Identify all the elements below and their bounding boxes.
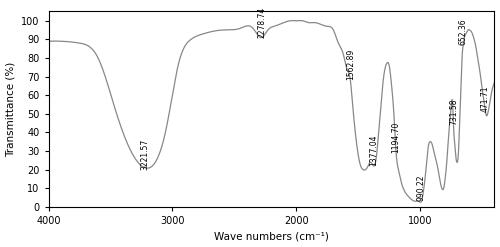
- Text: 731.58: 731.58: [449, 99, 458, 125]
- Text: 3221.57: 3221.57: [140, 138, 149, 170]
- X-axis label: Wave numbers (cm⁻¹): Wave numbers (cm⁻¹): [214, 231, 329, 242]
- Text: 1194.70: 1194.70: [392, 122, 400, 153]
- Text: 471.71: 471.71: [481, 85, 490, 112]
- Y-axis label: Transmittance (%): Transmittance (%): [6, 62, 16, 157]
- Text: 990.22: 990.22: [417, 175, 426, 201]
- Text: 1562.89: 1562.89: [346, 49, 355, 80]
- Text: 1377.04: 1377.04: [369, 134, 378, 166]
- Text: 2278.74: 2278.74: [257, 6, 266, 38]
- Text: 652.36: 652.36: [458, 18, 468, 45]
